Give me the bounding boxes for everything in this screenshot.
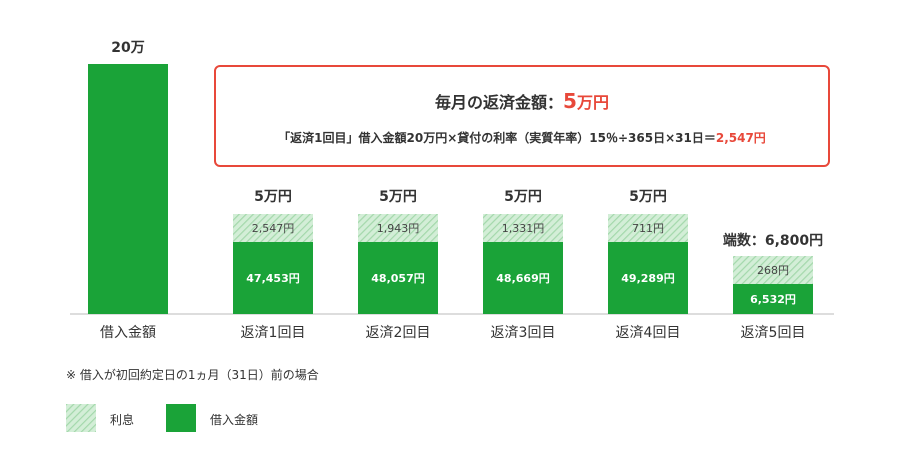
bar-principal: [483, 242, 563, 314]
interest-data-label: 1,943円: [376, 222, 420, 235]
bar-principal: [733, 284, 813, 314]
fraction-amount-label: 端数：6,800円: [722, 233, 824, 249]
legend-label-principal: 借入金額: [210, 413, 259, 427]
bar-principal: [233, 242, 313, 314]
category-tick-label: 返済1回目: [240, 325, 306, 341]
legend-swatch-principal: [166, 404, 196, 432]
category-tick-label: 返済2回目: [365, 325, 431, 341]
principal-data-label: 47,453円: [246, 272, 300, 285]
interest-data-label: 268円: [757, 264, 789, 277]
bar-total-label: 5万円: [504, 189, 542, 205]
category-tick-label: 返済4回目: [615, 325, 681, 341]
interest-formula-text: 「返済1回目」借入金額20万円×貸付の利率（実質年率）15％÷365日×31日＝: [278, 131, 716, 145]
bar-interest: [233, 214, 313, 242]
category-tick-label: 返済5回目: [740, 325, 806, 341]
bar-interest: [608, 214, 688, 242]
bar-total-label: 5万円: [254, 189, 292, 205]
monthly-payment-title: 毎月の返済金額：5万円: [216, 89, 828, 113]
bar-principal: [88, 64, 168, 314]
monthly-payment-note: 毎月の返済金額：5万円 「返済1回目」借入金額20万円×貸付の利率（実質年率）1…: [214, 65, 830, 167]
legend-label-interest: 利息: [110, 413, 135, 427]
principal-data-label: 6,532円: [750, 293, 796, 306]
bar-total-label: 20万: [111, 40, 145, 56]
principal-data-label: 49,289円: [621, 272, 675, 285]
interest-formula: 「返済1回目」借入金額20万円×貸付の利率（実質年率）15％÷365日×31日＝…: [216, 129, 828, 146]
category-tick-label: 返済3回目: [490, 325, 556, 341]
monthly-payment-unit: 万円: [576, 93, 609, 112]
monthly-payment-value: 5: [563, 89, 577, 113]
interest-formula-result: 2,547円: [715, 131, 766, 145]
monthly-payment-label: 毎月の返済金額：: [435, 93, 564, 112]
interest-data-label: 2,547円: [251, 222, 295, 235]
legend-swatch-interest: [66, 404, 96, 432]
bar-principal: [358, 242, 438, 314]
principal-data-label: 48,669円: [496, 272, 550, 285]
bar-interest: [358, 214, 438, 242]
bar-principal: [608, 242, 688, 314]
bar-total-label: 5万円: [379, 189, 417, 205]
interest-data-label: 711円: [632, 222, 664, 235]
bar-interest: [733, 256, 813, 284]
footnote: ※ 借入が初回約定日の1ヵ月（31日）前の場合: [66, 368, 319, 382]
interest-data-label: 1,331円: [501, 222, 545, 235]
principal-data-label: 48,057円: [371, 272, 425, 285]
category-tick-label: 借入金額: [100, 325, 156, 341]
bar-interest: [483, 214, 563, 242]
bar-total-label: 5万円: [629, 189, 667, 205]
